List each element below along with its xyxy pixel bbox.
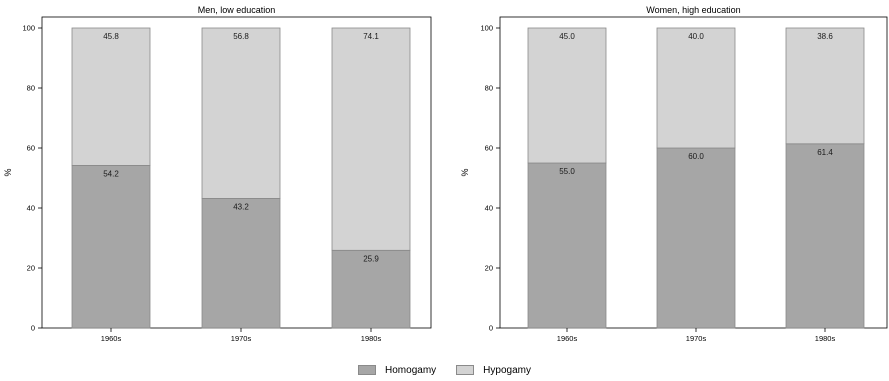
y-tick-label: 80 [27, 84, 35, 93]
y-tick-label: 60 [485, 144, 493, 153]
chart-panel-women-high-education: Women, high education% 0 20 40 60 80 100 55.0 45… [460, 5, 888, 343]
legend-item-homogamy: Homogamy [358, 365, 436, 376]
y-axis-label: % [460, 168, 470, 176]
bar-hypogamy-1960s [71, 27, 151, 166]
data-label-hypogamy-1970s: 40.0 [688, 32, 704, 41]
data-label-homogamy-1960s: 55.0 [559, 167, 575, 176]
bar-hypogamy-1980s [785, 27, 865, 145]
y-tick-label: 0 [489, 324, 493, 333]
bar-homogamy-1960s [71, 164, 151, 329]
data-label-homogamy-1970s: 60.0 [688, 152, 704, 161]
bar-homogamy-1970s [201, 197, 281, 329]
legend-label-homogamy: Homogamy [385, 364, 437, 376]
y-tick-label: 20 [27, 264, 35, 273]
bar-homogamy-1980s [785, 143, 865, 329]
data-label-homogamy-1970s: 43.2 [233, 202, 249, 211]
x-tick-label: 1980s [361, 334, 382, 343]
legend-swatch-homogamy [358, 365, 377, 375]
legend-label-hypogamy: Hypogamy [483, 364, 531, 376]
data-label-homogamy-1960s: 54.2 [103, 169, 119, 178]
data-label-hypogamy-1960s: 45.8 [103, 32, 119, 41]
bar-hypogamy-1970s [656, 27, 736, 149]
x-tick-label: 1960s [101, 334, 122, 343]
bar-hypogamy-1980s [331, 27, 411, 251]
x-tick-label: 1970s [231, 334, 252, 343]
x-tick-label: 1960s [557, 334, 578, 343]
data-label-hypogamy-1980s: 74.1 [363, 32, 379, 41]
legend-swatch-hypogamy [456, 365, 475, 375]
y-tick-label: 100 [480, 24, 493, 33]
legend: Homogamy Hypogamy [0, 362, 889, 378]
data-label-hypogamy-1960s: 45.0 [559, 32, 575, 41]
y-tick-label: 40 [27, 204, 35, 213]
chart-title: Men, low education [198, 5, 276, 15]
y-tick-label: 60 [27, 144, 35, 153]
x-tick-label: 1970s [686, 334, 707, 343]
data-label-hypogamy-1970s: 56.8 [233, 32, 249, 41]
x-tick-label: 1980s [815, 334, 836, 343]
data-label-homogamy-1980s: 25.9 [363, 254, 379, 263]
y-tick-label: 0 [31, 324, 35, 333]
y-tick-label: 20 [485, 264, 493, 273]
y-tick-label: 80 [485, 84, 493, 93]
bar-homogamy-1960s [527, 162, 607, 329]
y-tick-label: 100 [22, 24, 35, 33]
bar-homogamy-1970s [656, 147, 736, 329]
legend-item-hypogamy: Hypogamy [456, 365, 531, 376]
chart-title: Women, high education [646, 5, 740, 15]
data-label-hypogamy-1980s: 38.6 [817, 32, 833, 41]
data-label-homogamy-1980s: 61.4 [817, 148, 833, 157]
y-tick-label: 40 [485, 204, 493, 213]
bar-hypogamy-1970s [201, 27, 281, 199]
chart-panel-men-low-education: Men, low education% 0 20 40 60 80 100 54.2 45.8 1… [3, 5, 432, 343]
bar-hypogamy-1960s [527, 27, 607, 164]
y-axis-label: % [3, 168, 13, 176]
